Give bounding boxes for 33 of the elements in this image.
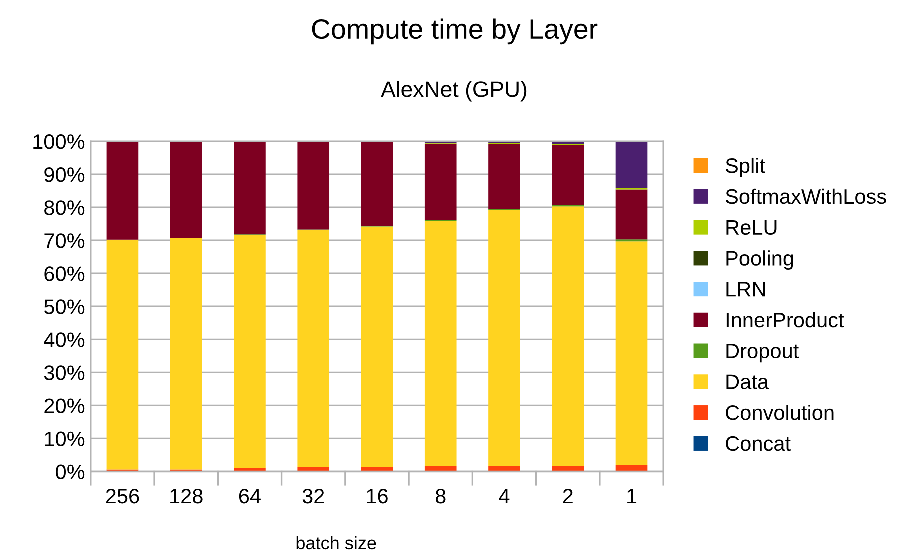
x-tick-label: 16 [367,488,388,504]
y-tick-label: 0% [56,464,85,480]
y-tick-label: 50% [44,300,85,314]
y-tick-label: 10% [45,432,85,446]
legend-label: Concat [726,436,791,452]
x-tick-label: 1 [628,489,637,504]
x-tick-label: 256 [106,488,140,504]
legend-label: Data [726,374,770,390]
y-tick-label: 40% [44,332,85,348]
y-tick-label: 100% [34,134,85,150]
chart-title: Compute time by Layer [312,18,598,45]
y-tick-label: 80% [44,200,85,216]
x-tick-label: 128 [170,488,203,504]
legend-label: ReLU [726,220,777,236]
legend-label: Pooling [726,250,794,270]
y-tick-label: 30% [44,366,85,380]
legend-label: SoftmaxWithLoss [726,188,886,204]
legend-label: Convolution [726,405,834,420]
y-tick-label: 70% [44,234,85,248]
x-tick-label: 8 [436,488,446,504]
legend-label: Dropout [726,344,799,363]
y-tick-label: 20% [44,398,85,414]
x-tick-label: 4 [499,489,510,504]
x-tick-label: 2 [563,488,573,504]
y-tick-label: 90% [44,168,85,182]
legend-label: Split [726,158,766,178]
x-tick-label: 32 [302,488,324,504]
legend-label: InnerProduct [726,312,844,328]
x-axis-title: batch size [296,536,376,550]
y-tick-label: 60% [44,266,85,282]
x-tick-label: 64 [239,488,261,504]
chart-subtitle: AlexNet (GPU) [381,81,527,102]
legend-label: LRN [726,282,765,297]
